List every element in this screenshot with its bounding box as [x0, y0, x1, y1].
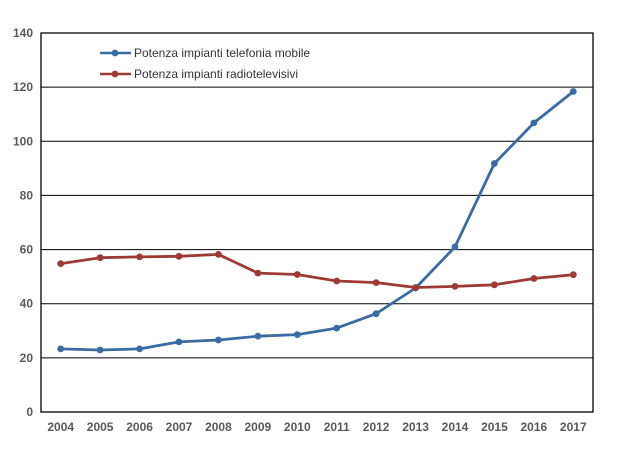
y-axis-tick-label: 100 [13, 134, 33, 148]
legend-line-marker-red-icon [100, 70, 131, 77]
data-point-marker [293, 271, 301, 278]
data-point-marker [175, 338, 183, 346]
x-axis-tick-label: 2009 [245, 420, 272, 434]
data-point-marker [372, 279, 380, 286]
data-point-marker [372, 310, 380, 318]
data-point-marker [451, 283, 459, 290]
y-axis-tick-label: 20 [20, 351, 34, 365]
chart-legend: Potenza impianti telefonia mobile Potenz… [100, 42, 310, 84]
plot-border [40, 32, 594, 413]
x-axis-tick-label: 2006 [126, 420, 153, 434]
data-point-marker [96, 346, 104, 354]
data-point-marker [333, 277, 341, 285]
data-point-marker [136, 345, 144, 353]
y-axis-tick-label: 0 [26, 405, 33, 419]
x-axis-tick-label: 2008 [205, 420, 232, 434]
x-axis-tick-label: 2010 [284, 420, 311, 434]
data-point-marker [96, 254, 104, 262]
x-axis-tick-label: 2014 [442, 420, 469, 434]
data-point-marker [254, 332, 262, 340]
data-point-marker [57, 260, 65, 267]
y-axis-tick-label: 80 [20, 188, 34, 202]
data-point-marker [215, 251, 222, 258]
data-point-marker [569, 88, 577, 95]
y-axis-tick-label: 60 [20, 243, 34, 257]
y-axis-tick-label: 120 [13, 80, 33, 94]
legend-item-telefonia-mobile: Potenza impianti telefonia mobile [100, 42, 310, 63]
data-point-marker [293, 331, 301, 338]
x-axis-tick-label: 2004 [47, 420, 74, 434]
x-axis-tick-label: 2017 [560, 420, 587, 434]
legend-label-telefonia-mobile: Potenza impianti telefonia mobile [134, 45, 311, 60]
series-line-0 [59, 90, 575, 352]
data-point-marker [57, 345, 65, 353]
data-point-marker [175, 252, 183, 260]
y-axis-tick-label: 40 [20, 297, 34, 311]
x-axis-tick-label: 2016 [521, 420, 548, 434]
y-axis-tick-label: 140 [13, 26, 33, 40]
series-line-1 [59, 252, 575, 289]
data-point-marker [530, 275, 538, 282]
x-axis-tick-label: 2013 [402, 420, 429, 434]
data-point-marker [451, 243, 459, 251]
data-point-marker [215, 336, 222, 344]
x-axis-tick-label: 2011 [324, 420, 350, 434]
x-axis-tick-label: 2005 [87, 420, 114, 434]
legend-item-radiotelevisivi: Potenza impianti radiotelevisivi [100, 63, 310, 84]
legend-label-radiotelevisivi: Potenza impianti radiotelevisivi [134, 66, 299, 81]
x-axis-tick-label: 2012 [363, 420, 390, 434]
data-point-marker [569, 271, 577, 279]
data-point-marker [491, 281, 498, 289]
data-point-marker [412, 284, 419, 291]
data-point-marker [530, 119, 538, 127]
legend-line-marker-blue-icon [100, 49, 131, 56]
data-point-marker [136, 253, 144, 261]
data-point-marker [491, 160, 498, 167]
data-point-marker [333, 324, 341, 332]
x-axis-tick-label: 2015 [481, 420, 508, 434]
data-point-marker [254, 269, 262, 277]
x-axis-tick-label: 2007 [166, 420, 193, 434]
